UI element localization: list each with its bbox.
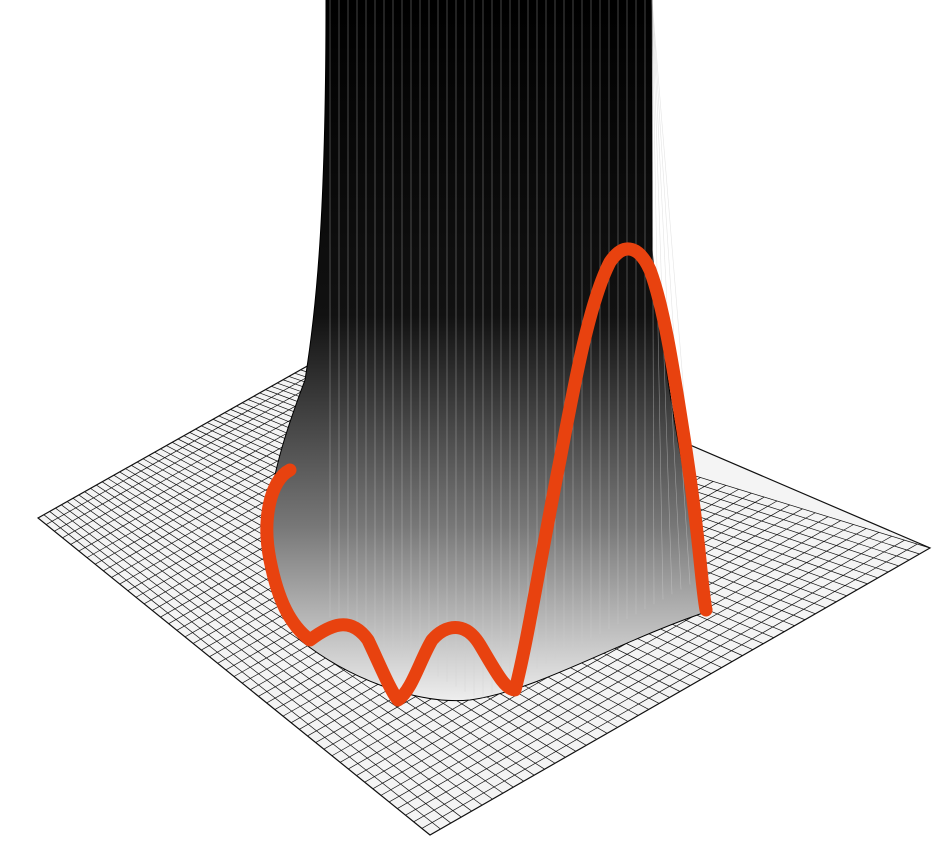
base-mesh-line [413,539,905,823]
base-mesh-line [405,535,892,816]
base-mesh-line [372,520,841,790]
base-mesh-line [388,528,867,803]
overlay-curve [260,242,713,707]
peak-mesh-line [651,0,682,590]
base-mesh-line [397,532,880,809]
base-mesh-line [421,543,918,829]
base-mesh-line [380,524,854,796]
central-peak-surface [267,0,713,702]
peak-mesh-line [651,0,691,585]
